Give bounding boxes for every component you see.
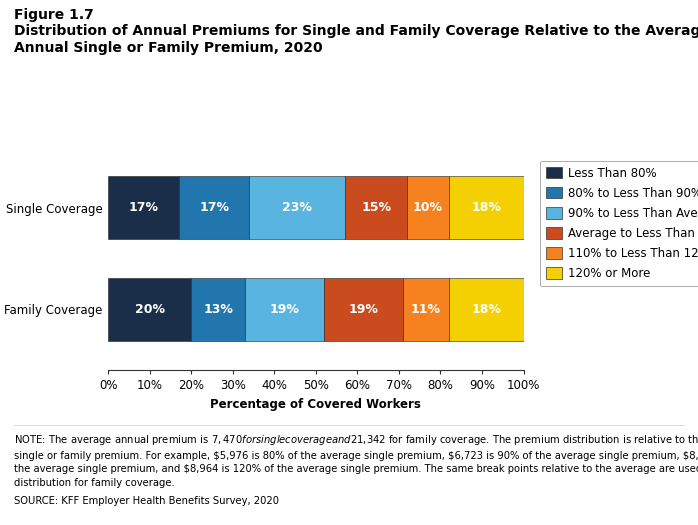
Bar (108, 278, 191, 341)
Text: 17%: 17% (128, 202, 158, 214)
Bar (249, 176, 345, 239)
Text: 10%: 10% (413, 202, 443, 214)
Text: 11%: 11% (411, 303, 441, 316)
Text: Distribution of Annual Premiums for Single and Family Coverage Relative to the A: Distribution of Annual Premiums for Sing… (14, 24, 698, 56)
Text: 15%: 15% (361, 202, 391, 214)
Text: 20%: 20% (135, 303, 165, 316)
X-axis label: Percentage of Covered Workers: Percentage of Covered Workers (210, 398, 422, 411)
Bar (108, 176, 179, 239)
Text: NOTE: The average annual premium is $7,470 for single coverage and $21,342 for f: NOTE: The average annual premium is $7,4… (14, 433, 698, 488)
Text: 17%: 17% (199, 202, 229, 214)
Text: SOURCE: KFF Employer Health Benefits Survey, 2020: SOURCE: KFF Employer Health Benefits Sur… (14, 496, 279, 506)
Text: 13%: 13% (203, 303, 233, 316)
Bar (191, 278, 245, 341)
Text: 19%: 19% (349, 303, 378, 316)
Bar (245, 278, 324, 341)
Bar (345, 176, 407, 239)
Bar (403, 278, 449, 341)
Bar (449, 176, 524, 239)
Text: 23%: 23% (282, 202, 312, 214)
Text: 18%: 18% (471, 303, 501, 316)
Bar (407, 176, 449, 239)
Legend: Less Than 80%, 80% to Less Than 90%, 90% to Less Than Average, Average to Less T: Less Than 80%, 80% to Less Than 90%, 90%… (540, 161, 698, 286)
Bar (449, 278, 524, 341)
Text: 18%: 18% (471, 202, 501, 214)
Bar (324, 278, 403, 341)
Bar (179, 176, 249, 239)
Text: 19%: 19% (269, 303, 299, 316)
Text: Figure 1.7: Figure 1.7 (14, 8, 94, 22)
